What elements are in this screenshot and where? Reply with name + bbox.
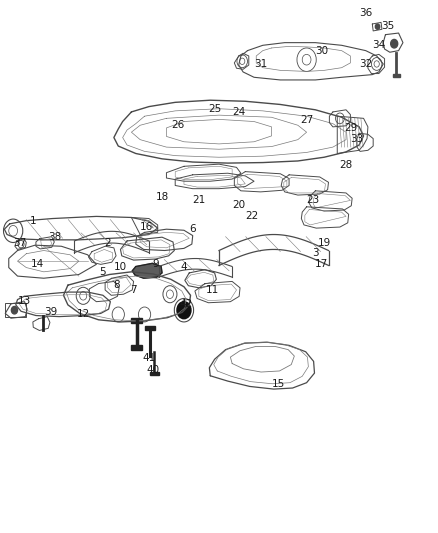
Circle shape: [375, 24, 380, 29]
Text: 8: 8: [113, 280, 120, 290]
Text: 5: 5: [99, 267, 106, 277]
Text: 18: 18: [155, 192, 169, 202]
Circle shape: [11, 306, 18, 314]
Text: 3: 3: [312, 248, 319, 258]
Text: 27: 27: [300, 115, 313, 125]
Text: 38: 38: [48, 232, 61, 242]
Text: 7: 7: [130, 286, 137, 295]
Text: 37: 37: [13, 238, 26, 247]
Text: 41: 41: [142, 353, 155, 363]
Text: 9: 9: [152, 259, 159, 269]
Bar: [145, 326, 155, 330]
Polygon shape: [132, 263, 162, 278]
Text: 26: 26: [171, 120, 184, 130]
Text: 2: 2: [104, 238, 111, 247]
Text: 11: 11: [206, 286, 219, 295]
Circle shape: [177, 302, 191, 319]
Text: 15: 15: [272, 379, 285, 389]
Text: 34: 34: [372, 41, 385, 50]
Text: 23: 23: [307, 195, 320, 205]
Text: 10: 10: [114, 262, 127, 271]
Text: 21: 21: [193, 195, 206, 205]
Circle shape: [391, 39, 398, 48]
Text: 28: 28: [339, 160, 353, 170]
Text: 31: 31: [254, 59, 267, 69]
Bar: [150, 372, 159, 375]
Text: 22: 22: [245, 211, 258, 221]
Text: 35: 35: [381, 21, 394, 30]
Text: 40: 40: [147, 366, 160, 375]
Bar: [5, 303, 26, 317]
Text: 24: 24: [232, 107, 245, 117]
Text: 17: 17: [315, 259, 328, 269]
Text: 39: 39: [44, 307, 57, 317]
Text: 25: 25: [208, 104, 221, 114]
Text: 13: 13: [18, 296, 31, 306]
Text: 42: 42: [180, 299, 193, 309]
Text: 16: 16: [140, 222, 153, 231]
Text: 6: 6: [189, 224, 196, 234]
Text: 20: 20: [232, 200, 245, 210]
Text: 1: 1: [29, 216, 36, 226]
Text: 4: 4: [180, 262, 187, 271]
Text: 29: 29: [344, 123, 357, 133]
Bar: [131, 318, 142, 323]
Text: 12: 12: [77, 310, 90, 319]
Text: 30: 30: [315, 46, 328, 55]
Text: 32: 32: [359, 59, 372, 69]
Text: 19: 19: [318, 238, 331, 247]
Text: 36: 36: [359, 9, 372, 18]
Text: 14: 14: [31, 259, 44, 269]
Bar: [131, 345, 142, 350]
Text: 33: 33: [350, 134, 364, 143]
Bar: [393, 74, 400, 77]
